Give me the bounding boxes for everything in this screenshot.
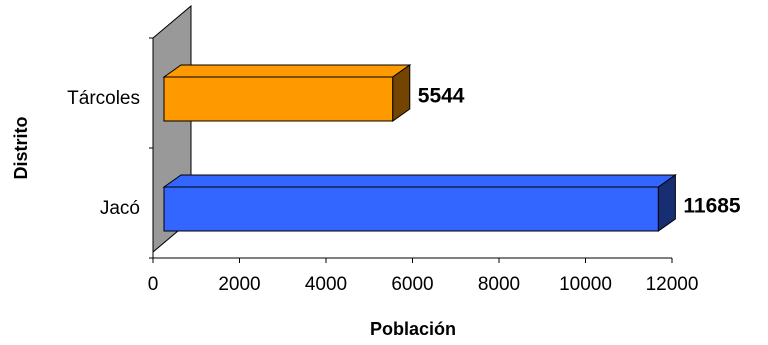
x-tick-label: 0: [148, 274, 159, 295]
bar-side-face: [392, 64, 411, 122]
bar-top-face: [162, 174, 677, 188]
bar-side-face: [657, 174, 676, 232]
x-tick-label: 2000: [218, 274, 260, 295]
category-label: Jacó: [100, 198, 140, 219]
bar: 5544 Tárcoles: [67, 64, 465, 122]
category-label: Tárcoles: [67, 88, 140, 109]
bar-front-face: [163, 76, 394, 122]
y-axis-title: Distrito: [11, 116, 31, 179]
data-label: 5544: [418, 85, 465, 108]
x-axis-title: Población: [370, 319, 456, 339]
bar: 11685 Jacó: [100, 174, 741, 232]
x-tick-label: 12000: [646, 274, 699, 295]
bars-layer: 5544 Tárcoles 11685 Jacó: [67, 64, 741, 232]
data-label: 11685: [683, 195, 741, 218]
x-tick-label: 8000: [478, 274, 520, 295]
bar-front-face: [163, 186, 659, 232]
bar-top-face: [162, 64, 412, 78]
x-ticks-layer: 0 2000 4000 6000 8000 10000 12000: [148, 258, 699, 295]
x-tick-label: 4000: [305, 274, 347, 295]
x-tick-label: 6000: [391, 274, 433, 295]
x-tick-label: 10000: [559, 274, 612, 295]
